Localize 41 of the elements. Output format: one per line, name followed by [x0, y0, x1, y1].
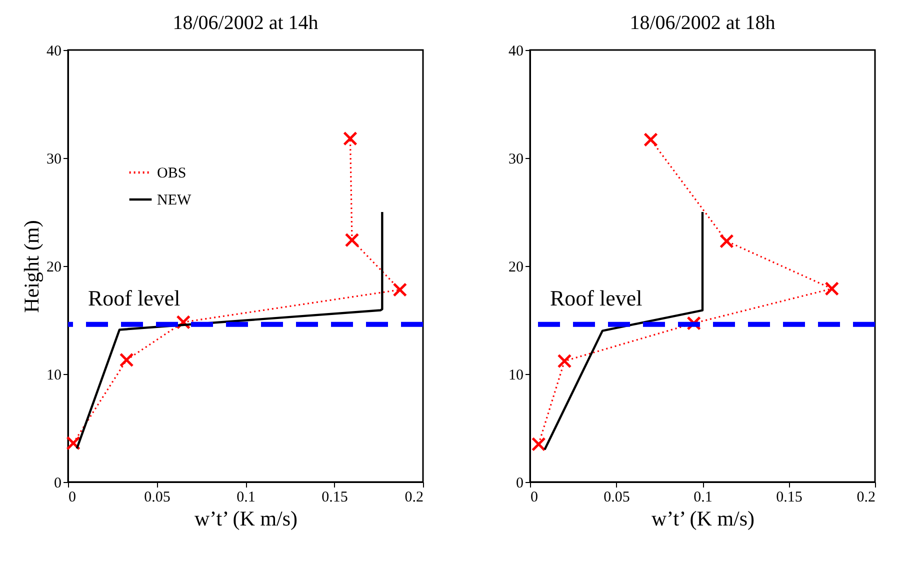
- y-tick-label: 20: [508, 260, 524, 276]
- chart-title: 18/06/2002 at 14h: [172, 12, 318, 34]
- y-tick-label: 30: [508, 152, 524, 168]
- y-tick-label: 0: [516, 476, 524, 492]
- point: [557, 354, 572, 368]
- y-tick-label: 40: [46, 44, 62, 60]
- x-tick-label: 0.2: [404, 490, 424, 506]
- x-tick-label: 0: [68, 490, 76, 506]
- chart-title: 18/06/2002 at 18h: [630, 12, 776, 34]
- x-axis-title: w’t’ (K m/s): [194, 506, 298, 530]
- legend-label: NEW: [157, 192, 192, 208]
- x-tick-label: 0.15: [322, 490, 348, 506]
- ref-line-label: Roof level: [88, 285, 180, 310]
- x-tick-label: 0.05: [144, 490, 170, 506]
- legend-label: OBS: [157, 166, 186, 182]
- x-tick-label: 0.05: [604, 490, 630, 506]
- y-axis-title: Height (m): [20, 220, 44, 313]
- line-series: [76, 210, 384, 450]
- point: [344, 232, 360, 248]
- point: [392, 282, 408, 297]
- x-tick-label: 0: [530, 490, 538, 506]
- x-tick-label: 0.1: [694, 490, 712, 506]
- point: [531, 437, 546, 452]
- y-tick-label: 30: [46, 152, 62, 168]
- x-tick-label: 0.1: [236, 490, 256, 506]
- y-tick-label: 0: [54, 476, 62, 492]
- point: [719, 234, 734, 248]
- point: [824, 282, 840, 296]
- y-tick-label: 20: [46, 260, 62, 276]
- point: [343, 131, 358, 146]
- point: [119, 352, 134, 368]
- y-tick-label: 10: [46, 368, 62, 384]
- y-tick-label: 10: [508, 368, 524, 384]
- line-series: [544, 210, 704, 451]
- ref-line-label: Roof level: [550, 285, 642, 310]
- point: [66, 436, 80, 450]
- y-tick-label: 40: [508, 44, 524, 60]
- x-axis-title: w’t’ (K m/s): [651, 506, 755, 530]
- x-tick-label: 0.2: [856, 490, 876, 506]
- x-tick-label: 0.15: [776, 490, 802, 506]
- point: [644, 132, 658, 147]
